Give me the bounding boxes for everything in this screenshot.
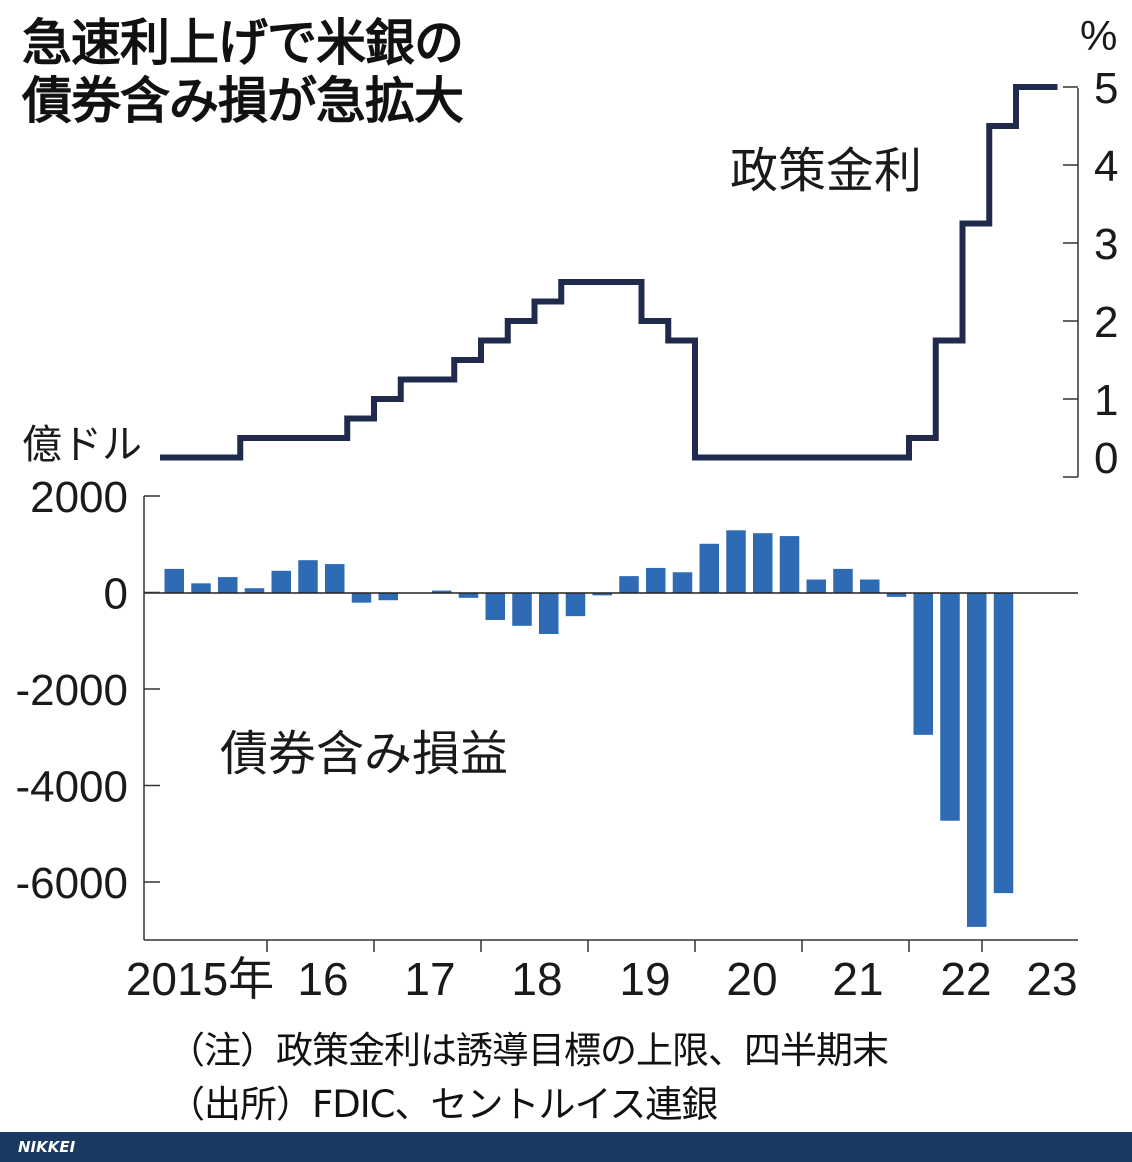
right-tick-label: 5 bbox=[1094, 64, 1118, 113]
loss-bar bbox=[753, 533, 773, 593]
chart-title: 急速利上げで米銀の 債券含み損が急拡大 bbox=[22, 14, 464, 130]
x-tick-label: 23 bbox=[1026, 953, 1077, 1005]
right-tick-label: 2 bbox=[1094, 298, 1118, 347]
left-axis: 2000 0 -2000 -4000 -6000 bbox=[15, 473, 1078, 940]
loss-bar bbox=[432, 590, 452, 593]
x-tick-label: 20 bbox=[726, 953, 777, 1005]
right-unit-label: % bbox=[1080, 12, 1117, 59]
footer-bar: NIKKEI bbox=[0, 1132, 1132, 1162]
policy-rate-line bbox=[160, 84, 1058, 461]
loss-bar bbox=[485, 593, 505, 621]
title-line-2: 債券含み損が急拡大 bbox=[22, 72, 464, 130]
loss-bar bbox=[967, 593, 987, 927]
loss-bar bbox=[271, 570, 291, 593]
nikkei-logo: NIKKEI bbox=[18, 1138, 76, 1156]
loss-bar bbox=[378, 593, 398, 601]
loss-bar bbox=[913, 593, 933, 735]
left-tick-label: -6000 bbox=[15, 859, 128, 908]
left-unit-label: 億ドル bbox=[22, 423, 142, 467]
loss-bar bbox=[699, 543, 719, 593]
note-line: （注）政策金利は誘導目標の上限、四半期末 bbox=[168, 1029, 889, 1072]
x-axis: 2015年 16 17 18 19 20 21 22 23 bbox=[126, 939, 1078, 1005]
loss-bar bbox=[351, 593, 372, 603]
loss-bar bbox=[860, 579, 880, 593]
loss-bar bbox=[539, 593, 559, 635]
loss-bar bbox=[806, 579, 826, 593]
title-line-1: 急速利上げで米銀の bbox=[22, 14, 464, 72]
x-tick-label: 22 bbox=[940, 953, 991, 1005]
losses-label: 債券含み損益 bbox=[220, 728, 508, 781]
loss-bar bbox=[565, 593, 586, 617]
x-tick-label: 19 bbox=[619, 953, 670, 1005]
loss-bar bbox=[646, 567, 666, 593]
x-tick-label: 17 bbox=[404, 953, 455, 1005]
loss-bar bbox=[940, 593, 960, 821]
loss-bar bbox=[458, 593, 479, 598]
policy-rate-label: 政策金利 bbox=[730, 145, 922, 198]
bars-group bbox=[164, 530, 1014, 927]
left-tick-label: 2000 bbox=[30, 473, 128, 522]
loss-bar bbox=[164, 568, 184, 593]
loss-bar bbox=[993, 593, 1014, 894]
loss-bar bbox=[672, 572, 693, 593]
loss-bar bbox=[833, 568, 853, 593]
loss-bar bbox=[512, 593, 532, 626]
loss-bar bbox=[619, 576, 639, 593]
source-line: （出所）FDIC、セントルイス連銀 bbox=[168, 1083, 718, 1126]
right-tick-label: 3 bbox=[1094, 220, 1118, 269]
loss-bar bbox=[191, 583, 211, 593]
right-tick-label: 0 bbox=[1094, 434, 1118, 483]
right-tick-label: 1 bbox=[1094, 376, 1118, 425]
loss-bar bbox=[325, 564, 345, 593]
loss-bar bbox=[298, 560, 318, 593]
loss-bar bbox=[726, 530, 746, 593]
x-tick-label: 18 bbox=[511, 953, 562, 1005]
loss-bar bbox=[244, 588, 265, 593]
right-tick-label: 4 bbox=[1094, 142, 1118, 191]
left-tick-label: -4000 bbox=[15, 763, 128, 812]
loss-bar bbox=[779, 536, 800, 593]
left-tick-label: 0 bbox=[104, 570, 128, 619]
x-tick-label: 16 bbox=[297, 953, 348, 1005]
x-tick-label: 21 bbox=[832, 953, 883, 1005]
right-axis: 0 1 2 3 4 5 bbox=[1063, 64, 1118, 483]
loss-bar bbox=[886, 593, 907, 597]
left-tick-label: -2000 bbox=[15, 666, 128, 715]
x-tick-label: 2015年 bbox=[126, 953, 274, 1005]
loss-bar bbox=[218, 577, 238, 593]
loss-bar bbox=[592, 593, 612, 596]
